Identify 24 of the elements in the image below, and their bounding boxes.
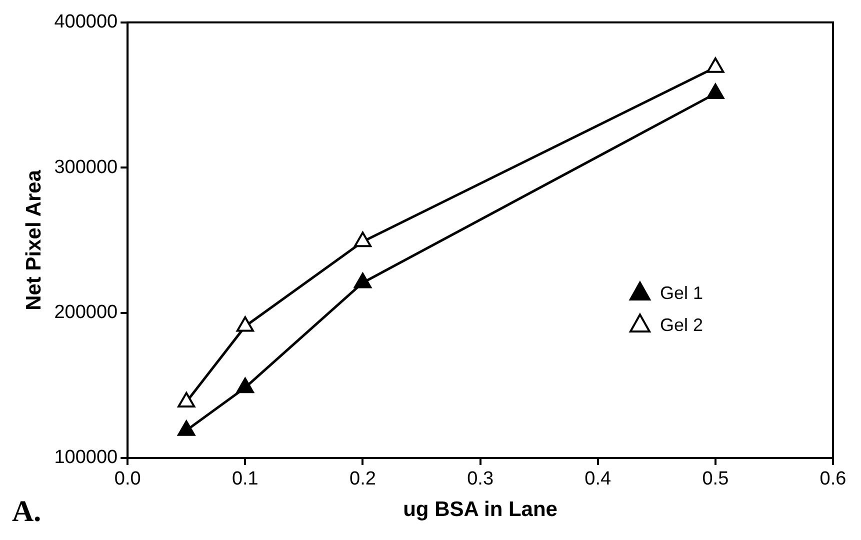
text: A. xyxy=(12,494,42,528)
point xyxy=(236,378,254,394)
point xyxy=(178,392,196,408)
x-tick-label: 0.1 xyxy=(232,468,258,490)
point xyxy=(236,316,254,332)
legend-label: Gel 1 xyxy=(660,282,704,303)
x-tick-label: 0.3 xyxy=(467,468,494,490)
x-axis-title: ug BSA in Lane xyxy=(403,498,558,522)
point xyxy=(354,232,372,248)
x-tick-label: 0.0 xyxy=(114,468,141,490)
legend-label: Gel 2 xyxy=(660,314,704,335)
point xyxy=(706,57,724,73)
y-tick-label: 300000 xyxy=(54,156,118,178)
point xyxy=(354,272,372,288)
point xyxy=(706,84,724,100)
y-tick-label: 200000 xyxy=(54,302,118,324)
point xyxy=(178,420,196,436)
x-tick-label: 0.5 xyxy=(702,468,729,490)
y-tick-label: 400000 xyxy=(54,12,118,33)
y-tick-label: 100000 xyxy=(54,447,118,468)
x-tick-label: 0.2 xyxy=(350,468,376,490)
x-tick-label: 0.6 xyxy=(820,468,846,490)
x-tick-label: 0.4 xyxy=(584,468,612,490)
y-axis-title: Net Pixel Area xyxy=(22,170,46,310)
